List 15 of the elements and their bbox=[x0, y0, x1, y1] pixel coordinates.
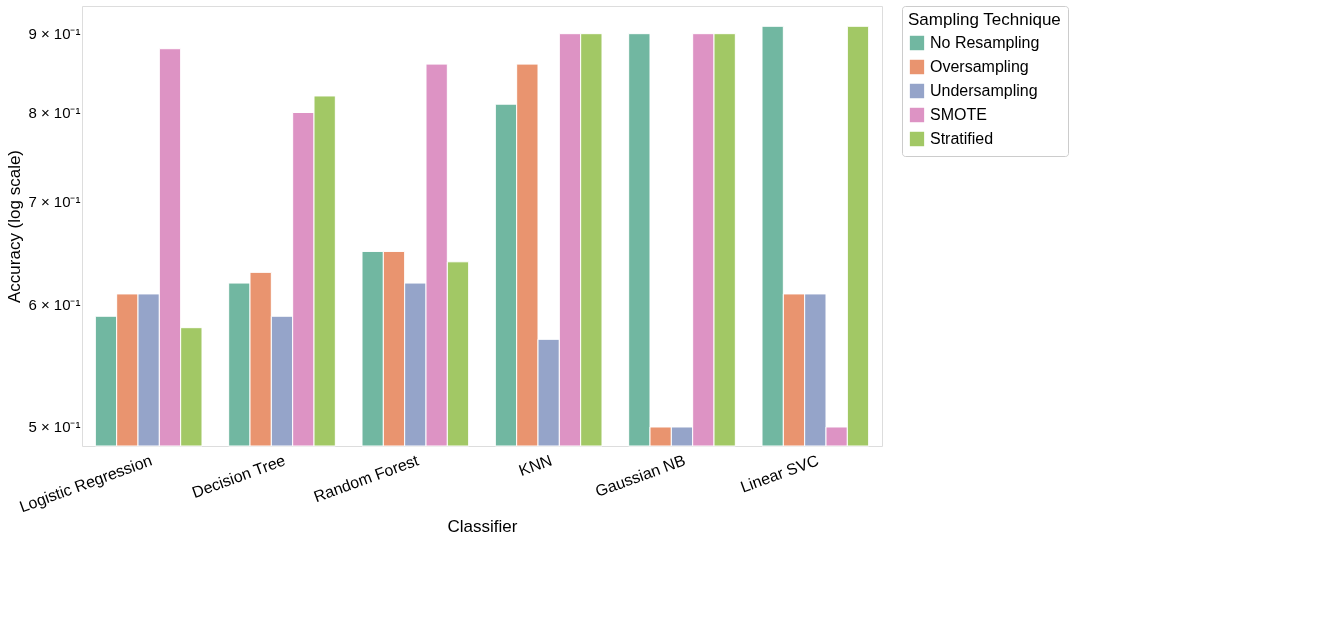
legend-label: No Resampling bbox=[930, 34, 1040, 51]
x-tick-label: KNN bbox=[516, 451, 555, 480]
x-axis-title: Classifier bbox=[447, 517, 518, 537]
legend-title: Sampling Technique bbox=[908, 10, 1061, 29]
y-tick-label: 7 × 10⁻¹ bbox=[28, 193, 81, 211]
legend-label: Oversampling bbox=[930, 58, 1029, 75]
y-tick-label: 5 × 10⁻¹ bbox=[28, 418, 81, 436]
y-axis-title: Accuracy (log scale) bbox=[5, 149, 25, 304]
legend-label: SMOTE bbox=[930, 106, 987, 123]
x-tick-label: Linear SVC bbox=[738, 451, 821, 496]
y-tick-label: 6 × 10⁻¹ bbox=[28, 296, 81, 314]
legend-label: Undersampling bbox=[930, 82, 1038, 99]
y-tick-label: 9 × 10⁻¹ bbox=[28, 25, 81, 43]
y-tick-label: 8 × 10⁻¹ bbox=[28, 103, 81, 121]
legend-label: Stratified bbox=[930, 130, 994, 147]
